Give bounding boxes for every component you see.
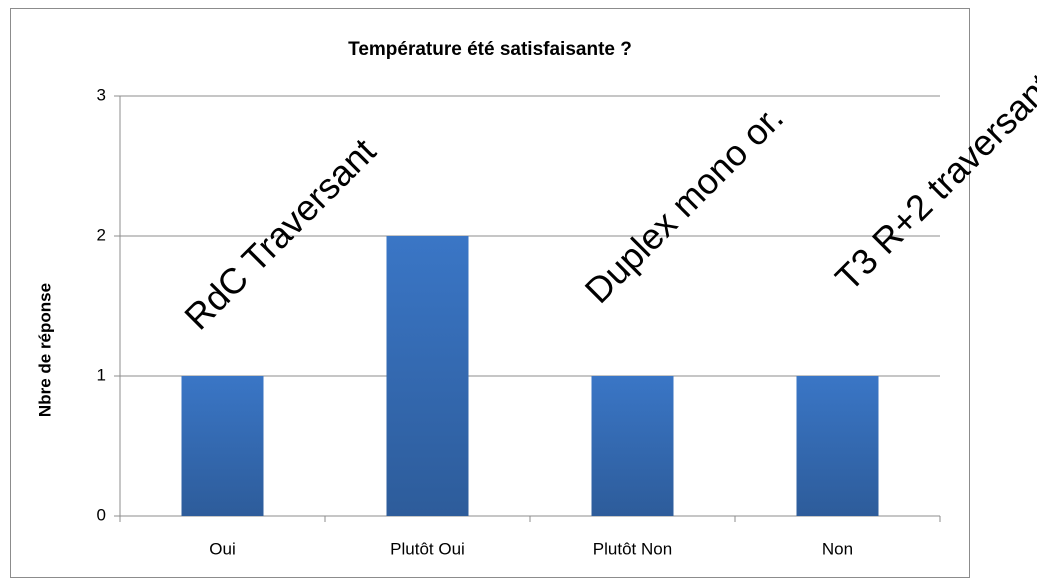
x-tick-label: Non <box>822 539 853 558</box>
x-tick-label: Plutôt Non <box>593 539 672 558</box>
y-tick-label: 1 <box>97 365 106 384</box>
y-tick-label: 0 <box>97 505 106 524</box>
y-tick-label: 2 <box>97 225 106 244</box>
y-tick-label: 3 <box>97 85 106 104</box>
x-tick-label: Oui <box>209 539 235 558</box>
chart-title: Température été satisfaisante ? <box>348 39 632 60</box>
bar <box>796 376 879 516</box>
bar <box>591 376 674 516</box>
bar <box>386 236 469 516</box>
bar <box>181 376 264 516</box>
x-tick-label: Plutôt Oui <box>390 539 465 558</box>
y-axis-label: Nbre de réponse <box>35 283 54 417</box>
